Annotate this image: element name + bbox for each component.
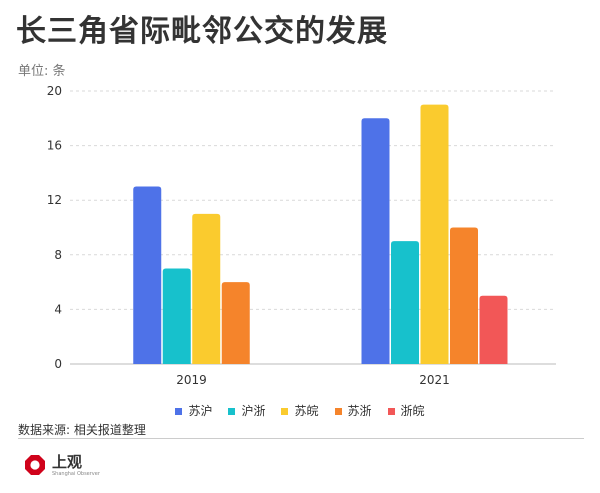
legend-swatch: [228, 408, 236, 415]
legend: 苏沪 沪浙 苏皖 苏浙 浙皖: [0, 402, 600, 419]
legend-item: 沪浙: [228, 402, 265, 419]
shanghai-observer-logo-icon: [25, 455, 45, 475]
bar-2021-4: [479, 295, 508, 364]
bar-chart: 0 4 8 12 16 20 2019 2021: [47, 84, 556, 387]
bar-2019-3: [221, 282, 250, 364]
bar-2021-1: [391, 241, 419, 364]
logo-text: 上观: [52, 453, 83, 471]
x-tick-label: 2021: [419, 373, 450, 387]
legend-label: 苏浙: [347, 404, 372, 418]
y-tick-label: 16: [47, 139, 62, 153]
bar-2021-0: [361, 118, 390, 364]
legend-swatch: [334, 408, 342, 415]
legend-item: 苏皖: [281, 402, 319, 419]
legend-item: 苏浙: [334, 402, 372, 419]
bar-2019-1: [162, 268, 191, 364]
bar-2019-0: [133, 186, 162, 364]
x-tick-label: 2019: [176, 373, 207, 387]
unit-label: 单位: 条: [18, 64, 66, 79]
y-tick-label: 0: [54, 357, 62, 371]
legend-label: 苏沪: [188, 404, 213, 418]
bar-2021-2: [420, 104, 449, 365]
legend-label: 苏皖: [294, 404, 319, 418]
chart-title: 长三角省际毗邻公交的发展: [16, 14, 388, 49]
legend-label: 沪浙: [241, 404, 266, 418]
bar-2019-2: [192, 213, 221, 364]
legend-item: 浙皖: [387, 402, 425, 419]
legend-swatch: [175, 408, 183, 415]
y-tick-label: 20: [47, 84, 62, 98]
legend-label: 浙皖: [400, 404, 425, 418]
source-note: 数据来源: 相关报道整理: [18, 423, 146, 437]
logo-subtext: Shanghai Observer: [52, 471, 100, 477]
legend-swatch: [281, 408, 289, 415]
bar-2021-3: [450, 227, 478, 364]
y-tick-label: 4: [54, 302, 62, 316]
y-tick-label: 12: [47, 193, 62, 207]
y-tick-label: 8: [54, 248, 62, 262]
legend-item: 苏沪: [175, 402, 212, 419]
legend-swatch: [387, 408, 395, 415]
footer-divider: [18, 438, 584, 439]
